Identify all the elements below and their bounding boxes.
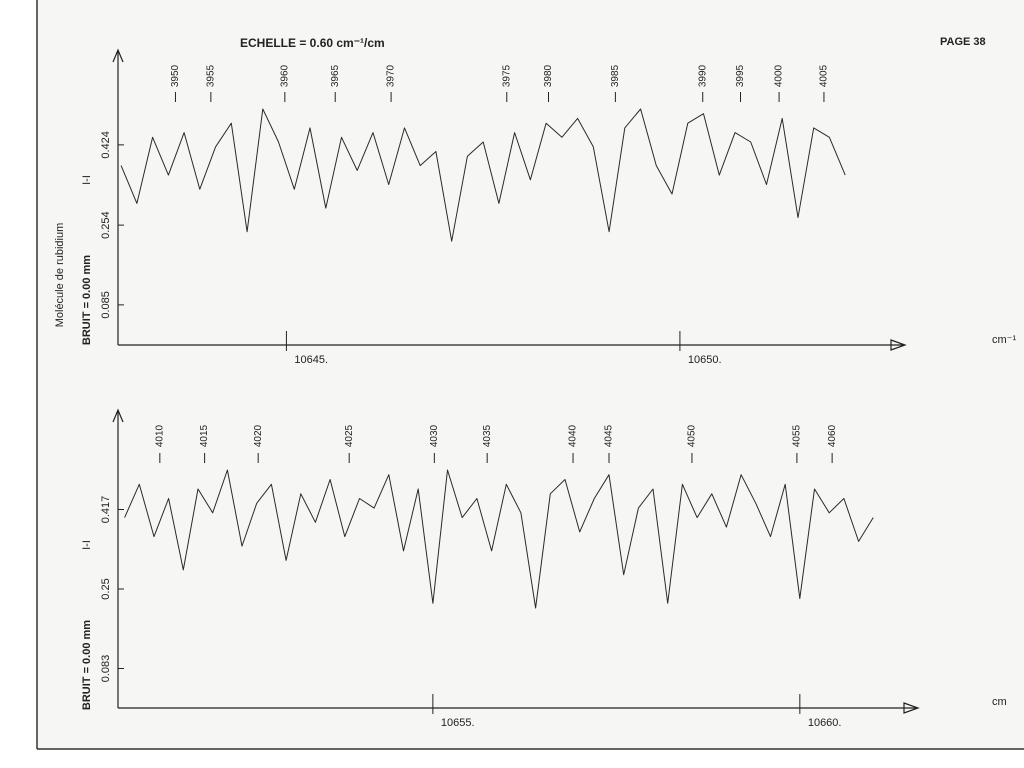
line-number: 3975 (501, 64, 512, 87)
line-number: 4020 (253, 424, 264, 447)
y-tick-label: 0.083 (100, 655, 112, 683)
x-axis-unit: cm (992, 696, 1007, 708)
line-number: 4035 (482, 424, 493, 447)
line-number: 3970 (386, 64, 397, 87)
line-number: 4025 (344, 424, 355, 447)
spectrum-line (124, 469, 874, 609)
line-number: 4000 (774, 64, 785, 87)
y-axis (112, 408, 124, 708)
line-number: 3980 (543, 64, 554, 87)
x-axis (118, 702, 920, 714)
line-number: 4060 (827, 424, 838, 447)
y-axis (112, 48, 124, 345)
line-number: 4015 (199, 424, 210, 447)
line-number: 3955 (206, 64, 217, 87)
line-number: 4040 (568, 424, 579, 447)
y-tick-label: 0.25 (100, 578, 112, 599)
line-number: 4005 (819, 64, 830, 87)
intensity-symbol: I-I (81, 540, 93, 550)
paper (37, 0, 1024, 749)
y-tick-label: 0.424 (100, 131, 112, 159)
x-tick-label: 10645. (294, 354, 328, 366)
x-tick-label: 10655. (441, 717, 475, 729)
x-axis-unit: cm⁻¹ (992, 334, 1016, 346)
line-number: 4030 (429, 424, 440, 447)
molecule-label: Molécule de rubidium (54, 223, 66, 328)
chart-title: ECHELLE = 0.60 cm⁻¹/cm (240, 36, 385, 50)
line-number: 4055 (792, 424, 803, 447)
x-tick-label: 10650. (688, 354, 722, 366)
line-number: 3965 (330, 64, 341, 87)
line-number: 3995 (735, 64, 746, 87)
line-number: 4045 (604, 424, 615, 447)
line-number: 3950 (170, 64, 181, 87)
x-tick-label: 10660. (808, 717, 842, 729)
noise-label: BRUIT = 0.00 mm (81, 620, 93, 710)
y-tick-label: 0.254 (100, 211, 112, 239)
line-number: 3990 (697, 64, 708, 87)
intensity-symbol: I-I (81, 175, 93, 185)
line-number: 4050 (687, 424, 698, 447)
line-number: 4010 (154, 424, 165, 447)
noise-label: BRUIT = 0.00 mm (81, 255, 93, 345)
line-number: 3960 (279, 64, 290, 87)
line-number: 3985 (610, 64, 621, 87)
page-number: PAGE 38 (940, 36, 986, 48)
y-tick-label: 0.085 (100, 291, 112, 319)
x-axis (118, 339, 907, 351)
y-tick-label: 0.417 (100, 496, 112, 524)
spectrum-line (120, 108, 846, 242)
